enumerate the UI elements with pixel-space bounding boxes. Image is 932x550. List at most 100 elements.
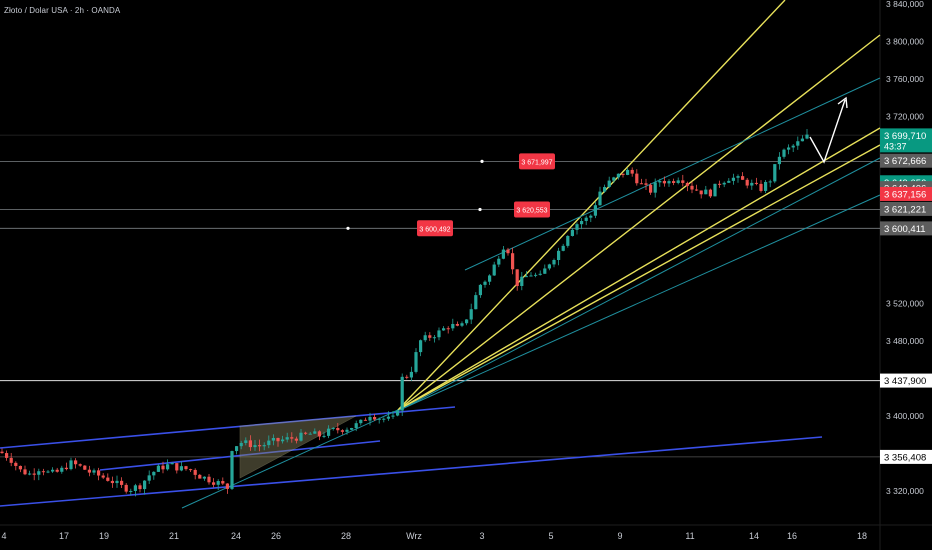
axis-price-text: 3 356,408 (884, 452, 926, 463)
level-label[interactable]: 3 620,553 (514, 201, 550, 218)
candle-body (543, 268, 547, 274)
candle-body (676, 180, 680, 183)
symbol-title: Złoto / Dolar USA · 2h · OANDA (4, 6, 121, 15)
price-tick-label: 3 400,000 (886, 411, 924, 421)
candle-body (271, 437, 275, 441)
time-tick-label: 14 (749, 531, 759, 541)
candle-body (377, 418, 381, 420)
candle-body (713, 183, 717, 197)
candle-body (0, 451, 4, 454)
candle-body (465, 319, 469, 324)
candle-body (428, 335, 432, 338)
candle-body (639, 183, 643, 185)
price-tick-label: 3 320,000 (886, 486, 924, 496)
level-label-box (514, 201, 550, 218)
candle-body (359, 419, 363, 424)
time-tick-label: 17 (59, 531, 69, 541)
axis-price-box (880, 373, 932, 388)
candle-body (791, 145, 795, 148)
candle-body (695, 189, 699, 191)
forecast-arrow[interactable] (809, 99, 846, 164)
candle-body (575, 224, 579, 230)
horizontal-levels[interactable] (0, 134, 880, 458)
triangle-trendline[interactable] (181, 409, 399, 509)
candle-body (299, 432, 303, 441)
price-axis[interactable]: 3 840,000 3 800,000 3 760,000 3 720,000 3 52… (880, 0, 932, 496)
candle-body (396, 410, 400, 416)
candle-body (690, 185, 694, 190)
candle-body (92, 470, 96, 473)
candle-body (662, 180, 666, 184)
channel-line[interactable] (99, 440, 381, 471)
candle-body (37, 471, 41, 475)
candle-body (87, 469, 91, 473)
axis-price-label[interactable]: 3 621,221 (880, 201, 932, 216)
candle-body (584, 217, 588, 221)
level-labels[interactable]: 3 671,997 3 620,553 3 600,492 (417, 153, 555, 237)
channel-line[interactable] (0, 406, 456, 449)
axis-price-label[interactable]: 3 600,411 (880, 221, 932, 236)
axis-price-box (880, 128, 932, 153)
axis-price-label[interactable]: 3 437,900 (880, 373, 932, 388)
candle-body (538, 273, 542, 275)
candle-body (414, 352, 418, 372)
time-tick-label: 24 (231, 531, 241, 541)
candle-body (41, 471, 45, 473)
candle-body (258, 445, 262, 447)
candle-body (202, 476, 206, 479)
axis-price-label[interactable]: 3 356,408 (880, 449, 932, 464)
candle-body (773, 164, 777, 182)
candle-body (612, 177, 616, 181)
candle-body (667, 181, 671, 184)
level-label[interactable]: 3 600,492 (417, 220, 453, 237)
time-axis[interactable]: 4 17 19 21 24 26 28 Wrz 3 5 9 11 14 16 18 (1, 531, 867, 541)
candle-body (106, 477, 110, 481)
candle-body (777, 156, 781, 165)
level-label-text: 3 600,492 (419, 226, 450, 233)
level-anchor (480, 159, 484, 163)
candle-body (570, 229, 574, 236)
candle-body (46, 471, 50, 473)
axis-price-label[interactable]: 3 672,666 (880, 153, 932, 168)
candle-body (722, 182, 726, 185)
level-label-box (519, 153, 555, 170)
parallel-line[interactable] (394, 194, 881, 413)
candle-body (166, 464, 170, 470)
trend-drawings[interactable] (0, 0, 881, 509)
candle-body (704, 189, 708, 195)
parallel-line[interactable] (399, 157, 881, 411)
time-tick-label: 16 (787, 531, 797, 541)
candle-body (281, 439, 285, 442)
axis-price-text: 3 621,221 (884, 204, 926, 215)
candle-body (708, 189, 712, 197)
time-tick-label: 5 (548, 531, 553, 541)
axis-price-text: 3 637,156 (884, 189, 926, 200)
candle-body (630, 169, 634, 174)
fan-line[interactable] (397, 34, 881, 411)
fan-line[interactable] (397, 0, 786, 411)
axis-price-label[interactable]: 3 637,156 (880, 186, 932, 201)
candle-body (350, 427, 354, 430)
time-tick-label: 28 (341, 531, 351, 541)
axis-price-box (880, 186, 932, 201)
candle-body (805, 134, 809, 139)
price-tick-label: 3 840,000 (886, 0, 924, 9)
candle-body (731, 177, 735, 181)
candle-body (382, 418, 386, 420)
fan-line[interactable] (397, 144, 881, 411)
candle-body (515, 269, 519, 286)
parallel-line[interactable] (464, 77, 881, 271)
level-label[interactable]: 3 671,997 (519, 153, 555, 170)
candle-body (681, 180, 685, 183)
candle-body (64, 467, 68, 470)
axis-price-box (880, 201, 932, 216)
candle-body (133, 485, 137, 491)
candle-body (506, 249, 510, 254)
fan-line[interactable] (397, 127, 881, 411)
channel-line[interactable] (0, 436, 823, 507)
candle-body (699, 190, 703, 195)
candle-body (736, 176, 740, 178)
price-tick-label: 3 720,000 (886, 111, 924, 121)
